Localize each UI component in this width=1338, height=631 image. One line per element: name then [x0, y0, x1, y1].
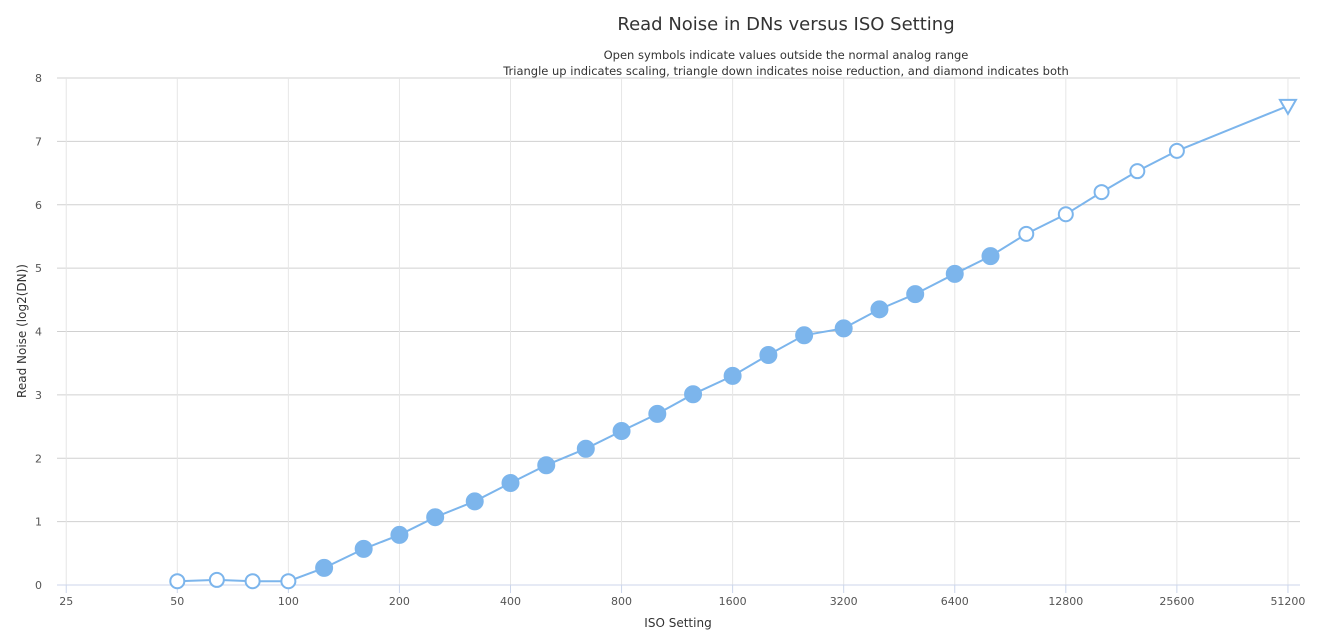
point-marker	[354, 539, 373, 558]
x-tick-label: 100	[278, 595, 299, 608]
point-marker	[1057, 206, 1074, 223]
y-axis-title: Read Noise (log2(DN))	[15, 264, 29, 398]
x-tick-label: 25	[59, 595, 73, 608]
x-tick-label: 400	[500, 595, 521, 608]
x-tick-label: 6400	[941, 595, 969, 608]
point-marker	[1168, 142, 1185, 159]
point-marker	[723, 366, 742, 385]
point-marker	[244, 573, 261, 590]
point-marker	[280, 573, 297, 590]
x-tick-label: 1600	[719, 595, 747, 608]
point-marker	[390, 525, 409, 544]
point-marker	[834, 319, 853, 338]
point-marker	[501, 473, 520, 492]
y-tick-label: 7	[35, 135, 42, 148]
chart-subtitle: Open symbols indicate values outside the…	[604, 48, 969, 62]
chart-subtitle: Triangle up indicates scaling, triangle …	[502, 64, 1069, 78]
point-marker	[1093, 184, 1110, 201]
x-tick-label: 51200	[1270, 595, 1305, 608]
x-tick-label: 12800	[1048, 595, 1083, 608]
x-tick-label: 3200	[830, 595, 858, 608]
point-marker	[426, 508, 445, 527]
point-marker	[945, 264, 964, 283]
x-axis-title: ISO Setting	[644, 616, 711, 630]
y-tick-label: 3	[35, 389, 42, 402]
x-tick-label: 200	[389, 595, 410, 608]
point-marker	[648, 404, 667, 423]
y-tick-label: 1	[35, 516, 42, 529]
point-marker	[1018, 225, 1035, 242]
point-marker	[208, 571, 225, 588]
x-tick-label: 25600	[1159, 595, 1194, 608]
point-marker	[169, 573, 186, 590]
y-tick-label: 0	[35, 579, 42, 592]
point-marker	[576, 439, 595, 458]
x-tick-label: 800	[611, 595, 632, 608]
point-marker	[315, 558, 334, 577]
point-marker	[537, 456, 556, 475]
y-tick-label: 6	[35, 199, 42, 212]
x-tick-label: 50	[170, 595, 184, 608]
y-tick-label: 2	[35, 452, 42, 465]
point-marker	[870, 300, 889, 319]
y-tick-label: 4	[35, 326, 42, 339]
point-marker	[1129, 163, 1146, 180]
point-marker	[759, 345, 778, 364]
point-marker	[1278, 98, 1298, 116]
point-marker	[795, 326, 814, 345]
point-marker	[465, 492, 484, 511]
point-marker	[981, 247, 1000, 266]
y-tick-label: 8	[35, 72, 42, 85]
point-marker	[906, 285, 925, 304]
y-tick-label: 5	[35, 262, 42, 275]
point-marker	[612, 421, 631, 440]
point-marker	[684, 385, 703, 404]
chart-title: Read Noise in DNs versus ISO Setting	[617, 14, 954, 35]
